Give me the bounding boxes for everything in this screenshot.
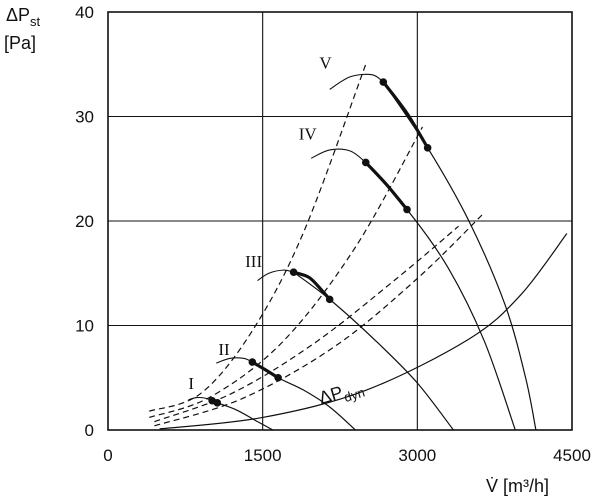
plot-frame	[107, 11, 573, 431]
y-axis-label-subscript: st	[30, 14, 41, 29]
system-curves	[149, 64, 485, 427]
system-curve	[154, 212, 485, 427]
operating-point	[213, 399, 222, 407]
y-tick-label: 10	[75, 317, 94, 336]
fan-curve-label: III	[245, 252, 262, 271]
dynamic-pressure-curve	[159, 233, 568, 430]
fan-curve-operating-range	[364, 160, 409, 212]
fan-curve-operating-range	[292, 270, 332, 301]
fan-curve	[365, 162, 516, 431]
fan-curve-label: V	[319, 53, 332, 72]
tick-labels: 0 1500 3000 4500 0 10 20 30 40	[75, 3, 591, 465]
dynamic-pressure-label-subscript: dyn	[342, 385, 366, 405]
x-tick-label: 3000	[398, 446, 436, 465]
operating-point	[289, 268, 298, 277]
y-tick-label: 20	[75, 212, 94, 231]
x-axis-label: V̇ [m³/h]	[486, 476, 549, 496]
y-tick-label: 0	[85, 421, 94, 440]
system-curve	[154, 225, 459, 423]
operating-point	[361, 158, 370, 167]
y-axis-label: ΔPst [Pa]	[4, 5, 41, 53]
y-tick-label: 30	[75, 108, 94, 127]
fan-curve-label: II	[218, 340, 230, 359]
fan-curve-operating-range	[381, 80, 430, 150]
x-axis-label-main: V̇	[486, 476, 498, 496]
operating-point	[274, 373, 282, 382]
x-axis-label-unit: [m³/h]	[503, 476, 549, 496]
fan-curve-stall-arc	[310, 148, 367, 163]
operating-point	[325, 295, 334, 304]
fan-curve-label: I	[188, 374, 194, 393]
fan-curve	[382, 81, 537, 431]
operating-point	[379, 78, 388, 86]
grid	[107, 11, 573, 431]
fan-curve-stall-arc	[329, 73, 384, 90]
svg-text:ΔPst: ΔPst	[6, 5, 41, 29]
x-tick-label: 1500	[244, 446, 282, 465]
y-axis-label-main: ΔP	[6, 5, 30, 25]
fan-curve	[293, 271, 454, 431]
x-tick-label: 0	[103, 446, 112, 465]
system-curve	[149, 126, 424, 419]
fan-curve-label: IV	[299, 124, 318, 143]
operating-point	[423, 144, 432, 152]
operating-point	[403, 205, 411, 214]
x-tick-label: 4500	[553, 446, 591, 465]
dynamic-pressure-label-main: ΔP	[316, 382, 345, 408]
y-axis-label-unit: [Pa]	[4, 33, 36, 53]
dynamic-pressure-label: ΔPdyn	[316, 376, 366, 412]
system-curve	[149, 64, 367, 412]
svg-text:V̇ [m³/h]: V̇ [m³/h]	[486, 476, 549, 496]
y-tick-label: 40	[75, 3, 94, 22]
fan-curve-stall-arc	[257, 269, 294, 282]
operating-point	[248, 358, 257, 366]
